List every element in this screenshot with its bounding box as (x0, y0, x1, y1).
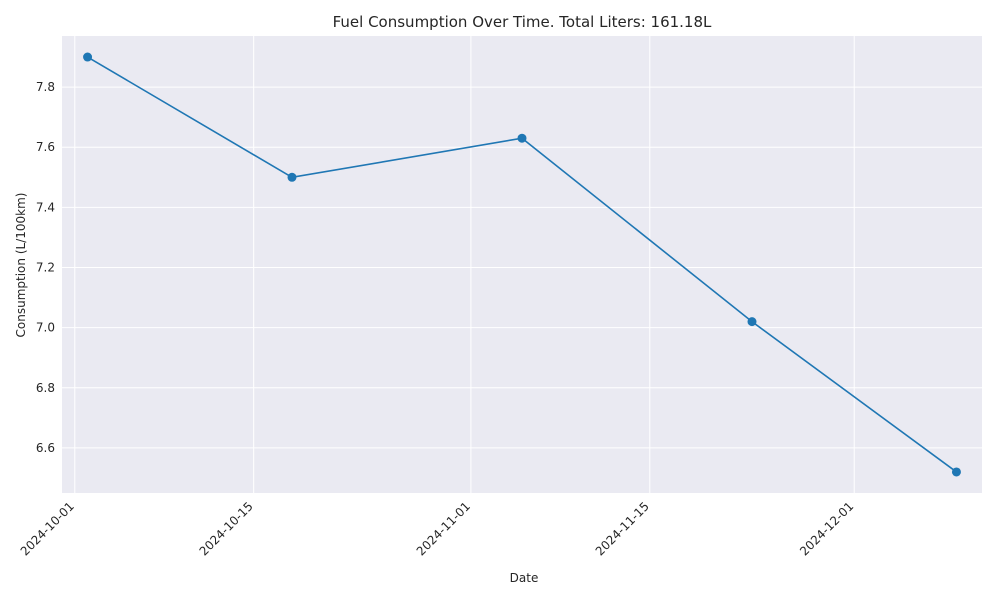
x-tick-label: 2024-10-15 (197, 499, 256, 558)
data-point (951, 467, 961, 477)
data-point (747, 317, 757, 327)
y-tick-label: 7.2 (36, 261, 55, 275)
y-tick-label: 7.6 (36, 140, 55, 154)
data-point (517, 133, 527, 143)
x-tick-label: 2024-10-01 (18, 499, 77, 558)
data-point (83, 52, 93, 62)
y-axis-label: Consumption (L/100km) (14, 193, 28, 338)
x-tick-label: 2024-11-01 (414, 499, 473, 558)
y-tick-label: 7.0 (36, 321, 55, 335)
y-tick-label: 7.8 (36, 80, 55, 94)
y-tick-label: 7.4 (36, 200, 55, 214)
x-tick-label: 2024-12-01 (797, 499, 856, 558)
plot-area (62, 36, 982, 493)
x-tick-label: 2024-11-15 (593, 499, 652, 558)
chart-title: Fuel Consumption Over Time. Total Liters… (333, 13, 712, 31)
series (83, 52, 961, 477)
x-axis-label: Date (510, 571, 539, 585)
data-point (287, 172, 297, 182)
grid (62, 36, 982, 493)
y-tick-label: 6.6 (36, 441, 55, 455)
y-tick-label: 6.8 (36, 381, 55, 395)
